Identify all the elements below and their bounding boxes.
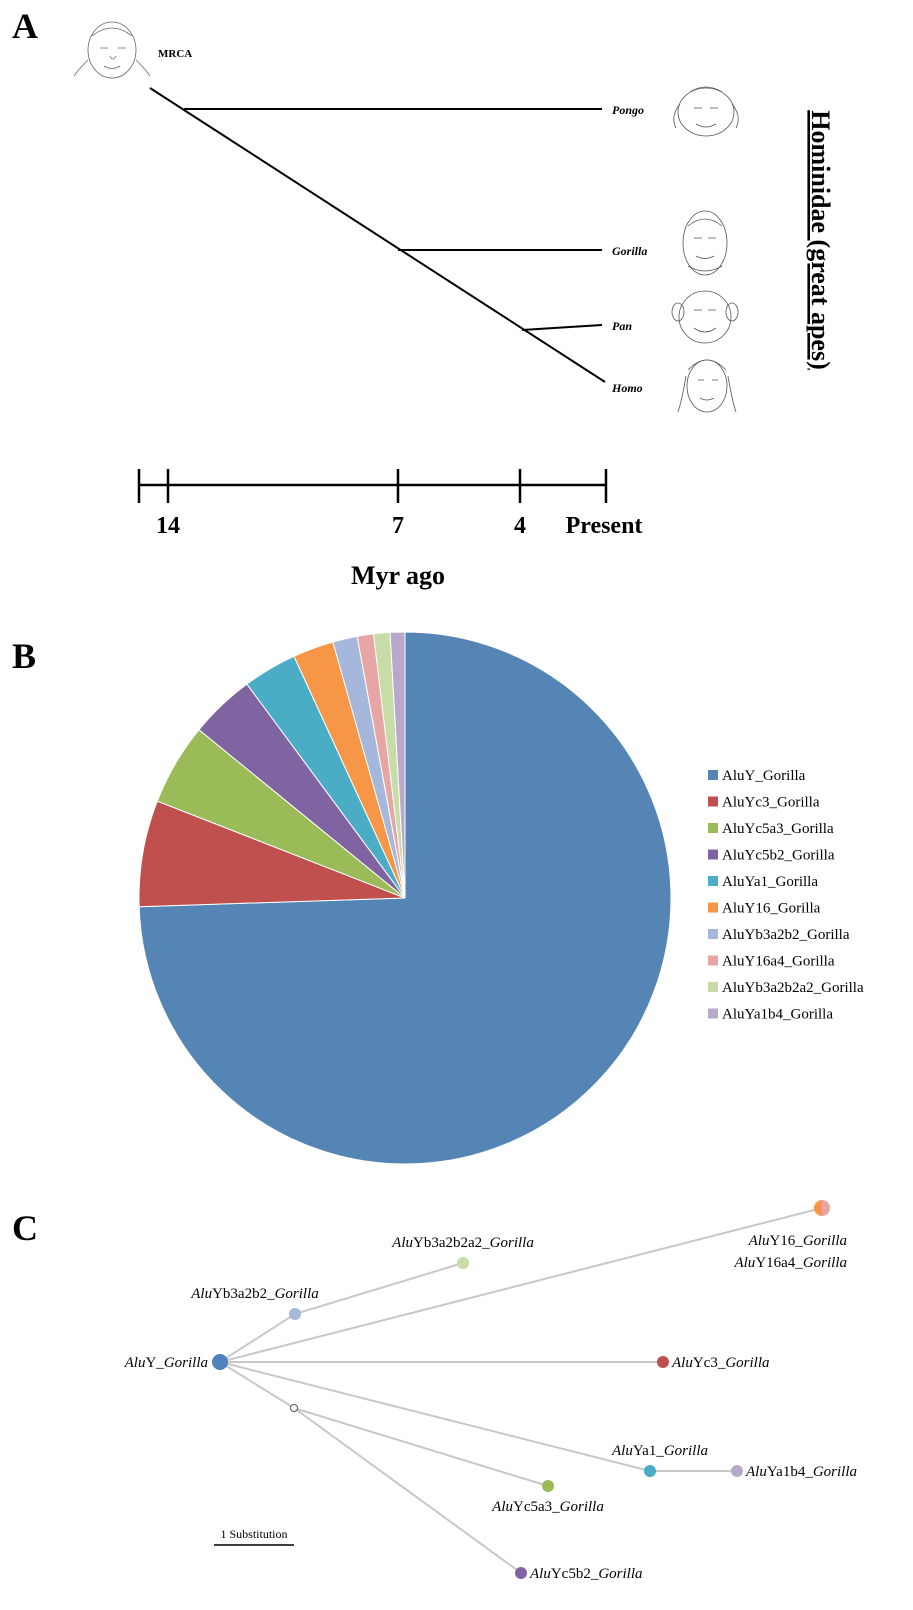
legend-label: AluY16a4_Gorilla <box>722 954 835 970</box>
taxon-pan: Pan <box>612 319 632 333</box>
label-aluyb3a2b2: AluYb3a2b2_Gorilla <box>190 1286 319 1302</box>
taxon-pongo: Pongo <box>612 103 644 117</box>
label-aluyc5b2: AluYc5b2_Gorilla <box>529 1566 643 1582</box>
node-aluyc5a3 <box>542 1480 554 1492</box>
label-aluya1b4: AluYa1b4_Gorilla <box>745 1464 857 1480</box>
node-aluyb3a2b2a2 <box>457 1257 469 1269</box>
node-aluy <box>212 1354 228 1370</box>
time-axis-title: Myr ago <box>351 561 445 590</box>
edge-y-median <box>219 1361 295 1409</box>
legend-label: AluYa1_Gorilla <box>722 874 818 890</box>
legend-swatch <box>708 770 718 780</box>
legend-label: AluYc5b2_Gorilla <box>722 848 835 864</box>
label-aluy16a4: AluY16a4_Gorilla <box>733 1255 847 1271</box>
taxon-gorilla: Gorilla <box>612 244 647 258</box>
tick-label-14: 14 <box>156 513 180 539</box>
node-aluya1 <box>644 1465 656 1477</box>
tick-label-7: 7 <box>392 513 404 539</box>
node-median-vector <box>290 1404 298 1412</box>
label-aluya1: AluYa1_Gorilla <box>611 1443 708 1459</box>
tick-label-present: Present <box>566 513 643 539</box>
legend-swatch <box>708 796 718 807</box>
label-aluy: AluY_Gorilla <box>124 1355 208 1371</box>
panel-c: C AluY_Gorilla AluYb3a2b2_Gorilla <box>12 1200 857 1582</box>
label-aluy16: AluY16_Gorilla <box>748 1233 847 1249</box>
edge-median-yc5b2 <box>293 1407 522 1574</box>
legend-label: AluYc3_Gorilla <box>722 795 820 811</box>
edge-median-yc5a3 <box>293 1407 549 1487</box>
chimpanzee-icon <box>671 290 739 344</box>
ancestor-portrait-icon <box>73 21 151 79</box>
edge-y-y16 <box>219 1207 823 1363</box>
pie-chart <box>138 631 672 1165</box>
taxon-homo: Homo <box>611 381 643 395</box>
family-label: Hominidae (great apes) <box>806 110 835 370</box>
panel-b-letter: B <box>12 636 36 676</box>
node-aluya1b4 <box>731 1465 743 1477</box>
legend-swatch <box>708 876 718 886</box>
phylogenetic-tree <box>149 87 606 383</box>
node-aluyc3 <box>657 1356 669 1368</box>
pie-legend: AluY_Gorilla AluYc3_Gorilla AluYc5a3_Goril… <box>708 768 864 1023</box>
legend-swatch <box>708 849 718 860</box>
branch-pan <box>521 324 603 331</box>
panel-c-letter: C <box>12 1208 38 1248</box>
label-aluyb3a2b2a2: AluYb3a2b2a2_Gorilla <box>391 1235 534 1251</box>
gorilla-icon <box>682 210 728 276</box>
legend-swatch <box>708 929 718 939</box>
tick-label-4: 4 <box>514 513 526 539</box>
legend-swatch <box>708 1008 718 1019</box>
edge-y-yb3a2b2 <box>219 1313 296 1363</box>
legend-label: AluYb3a2b2_Gorilla <box>722 927 850 943</box>
mrca-label: MRCA <box>158 48 192 60</box>
legend-label: AluYb3a2b2a2_Gorilla <box>722 980 864 996</box>
legend-swatch <box>708 823 718 833</box>
label-aluyc5a3: AluYc5a3_Gorilla <box>491 1499 604 1515</box>
network-edges <box>219 1207 823 1574</box>
orangutan-icon <box>673 86 739 137</box>
node-aluyc5b2 <box>515 1567 527 1579</box>
node-aluy16-aluy16a4 <box>814 1200 830 1216</box>
legend-label: AluY16_Gorilla <box>722 901 821 917</box>
legend-swatch <box>708 982 718 992</box>
time-axis <box>137 469 608 503</box>
legend-swatch <box>708 955 718 966</box>
edge-yb3a2b2-yb3a2b2a2 <box>294 1262 464 1315</box>
edge-y-ya1 <box>219 1361 651 1472</box>
legend-label: AluY_Gorilla <box>722 768 806 784</box>
panel-b: B AluY_Gorilla AluYc3_Gorilla AluYc5a3_Gor… <box>12 631 864 1165</box>
pie-slice-aluya1b4-gorilla <box>389 631 406 899</box>
scale-bar-label: 1 Substitution <box>220 1527 287 1541</box>
panel-a: A MRCA Pongo Gorilla Pan Homo <box>12 6 835 590</box>
legend-label: AluYc5a3_Gorilla <box>722 821 834 837</box>
legend-label: AluYa1b4_Gorilla <box>722 1007 833 1023</box>
label-aluyc3: AluYc3_Gorilla <box>671 1355 770 1371</box>
legend-swatch <box>708 902 718 913</box>
tree-trunk <box>149 87 606 383</box>
node-aluyb3a2b2 <box>289 1308 301 1320</box>
human-icon <box>677 359 737 413</box>
panel-a-letter: A <box>12 6 38 46</box>
